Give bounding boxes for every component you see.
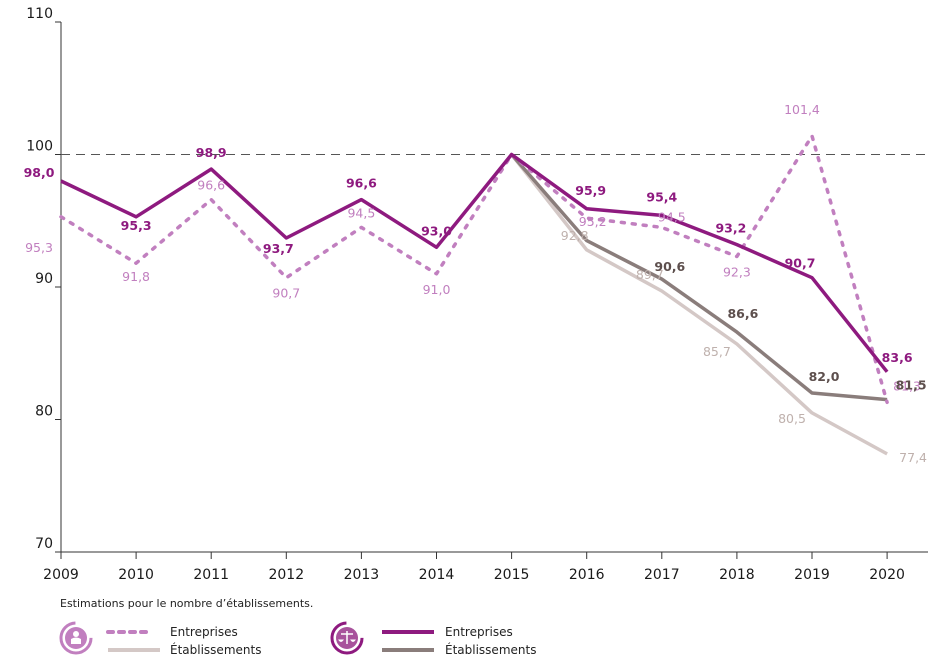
data-label: 77,4 <box>899 450 927 465</box>
y-tick-label: 100 <box>26 139 53 155</box>
data-label: 95,3 <box>25 240 53 255</box>
data-label: 82,0 <box>809 369 840 384</box>
data-label: 101,4 <box>784 102 820 117</box>
x-tick-label: 2017 <box>644 567 680 583</box>
data-label: 91,0 <box>423 282 451 297</box>
data-label: 96,6 <box>197 178 225 193</box>
data-label: 90,7 <box>272 286 300 301</box>
x-tick-label: 2020 <box>869 567 905 583</box>
data-label: 93,7 <box>263 241 294 256</box>
data-labels: 95,3 91,8 96,6 90,7 94,5 91,0 95,2 94,5 92,3 101,… <box>24 102 927 465</box>
x-tick-label: 2012 <box>268 567 304 583</box>
x-tick-label: 2013 <box>344 567 380 583</box>
data-label: 98,0 <box>24 165 55 180</box>
x-tick-label: 2014 <box>419 567 455 583</box>
x-tick-label: 2010 <box>118 567 154 583</box>
series-line-public-etablissements <box>510 153 888 456</box>
y-tick-label: 70 <box>35 536 53 552</box>
data-label: 94,5 <box>658 209 686 224</box>
data-label: 95,4 <box>646 189 677 204</box>
data-label: 93,2 <box>715 221 746 236</box>
x-tick-label: 2019 <box>794 567 830 583</box>
legend: Entreprises Établissements Entreprises É… <box>59 621 536 657</box>
data-label: 91,8 <box>122 269 150 284</box>
data-label: 92,8 <box>561 228 589 243</box>
x-tick-label: 2016 <box>569 567 605 583</box>
series-line-legal-entreprises <box>60 152 889 373</box>
data-label: 96,6 <box>346 176 377 191</box>
data-label: 90,6 <box>654 259 685 274</box>
person-icon <box>59 621 93 655</box>
scales-icon <box>330 621 364 655</box>
data-label: 92,3 <box>723 265 751 280</box>
data-label: 81,5 <box>896 378 927 393</box>
data-label: 86,6 <box>727 306 758 321</box>
x-tick-label: 2015 <box>494 567 530 583</box>
series-line-public-entreprises <box>59 134 889 405</box>
y-tick-label: 90 <box>35 271 53 287</box>
legend-label-public-etablissements: Établissements <box>170 642 261 657</box>
data-label: 93,0 <box>421 223 452 238</box>
axes: 70 80 90 100 110 2009 2010 2011 2012 2013 2014 2015… <box>26 6 928 583</box>
x-tick-label: 2009 <box>43 567 79 583</box>
data-label: 90,7 <box>785 256 816 271</box>
data-label: 83,6 <box>882 350 913 365</box>
series-line-legal-etablissements <box>510 153 888 402</box>
legend-label-legal-etablissements: Établissements <box>445 642 536 657</box>
data-label: 81,3 <box>893 378 921 393</box>
x-tick-label: 2018 <box>719 567 755 583</box>
data-label: 95,9 <box>575 183 606 198</box>
data-label: 98,9 <box>196 145 227 160</box>
y-tick-label: 80 <box>35 404 53 420</box>
data-label: 95,3 <box>121 218 152 233</box>
legend-label-public-entreprises: Entreprises <box>170 625 238 639</box>
data-label: 85,7 <box>703 344 731 359</box>
data-label: 95,2 <box>579 214 607 229</box>
x-tick-label: 2011 <box>193 567 229 583</box>
series-group <box>59 134 889 456</box>
data-label: 94,5 <box>347 205 375 220</box>
legend-label-legal-entreprises: Entreprises <box>445 625 513 639</box>
y-tick-label: 110 <box>26 6 53 22</box>
data-label: 80,5 <box>778 411 806 426</box>
footnote: Estimations pour le nombre d’établisseme… <box>60 597 314 610</box>
data-label: 89,7 <box>636 267 664 282</box>
